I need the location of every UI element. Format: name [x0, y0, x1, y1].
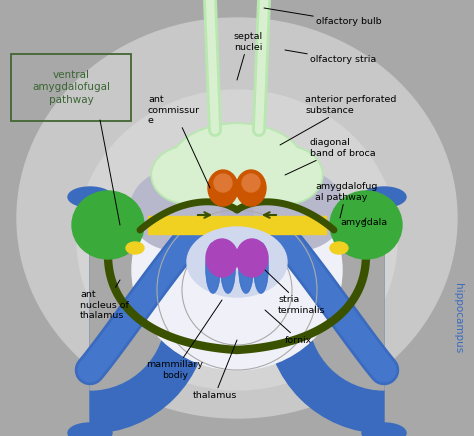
Text: ventral
amygdalofugal
pathway: ventral amygdalofugal pathway — [32, 70, 110, 105]
Ellipse shape — [221, 243, 235, 293]
Wedge shape — [309, 240, 384, 390]
Ellipse shape — [17, 18, 457, 418]
FancyArrow shape — [148, 216, 326, 234]
Ellipse shape — [330, 191, 402, 259]
Ellipse shape — [206, 243, 220, 293]
Ellipse shape — [206, 243, 220, 293]
Ellipse shape — [130, 170, 220, 250]
Ellipse shape — [362, 187, 406, 207]
Ellipse shape — [126, 242, 144, 254]
Text: stria
terminalis: stria terminalis — [265, 270, 326, 315]
Ellipse shape — [170, 123, 304, 207]
Ellipse shape — [153, 147, 223, 202]
Wedge shape — [266, 197, 384, 433]
Text: ant
commissur
e: ant commissur e — [148, 95, 210, 188]
Text: thalamus: thalamus — [193, 340, 237, 399]
Ellipse shape — [236, 239, 268, 277]
Text: mammillary
bodiy: mammillary bodiy — [146, 300, 222, 380]
Ellipse shape — [172, 125, 302, 205]
Ellipse shape — [362, 423, 406, 436]
Ellipse shape — [236, 170, 266, 206]
Wedge shape — [90, 240, 165, 390]
Ellipse shape — [242, 174, 260, 192]
Ellipse shape — [132, 170, 342, 370]
Ellipse shape — [251, 147, 321, 202]
Ellipse shape — [221, 243, 235, 293]
Wedge shape — [90, 197, 208, 433]
Text: septal
nuclei: septal nuclei — [233, 32, 263, 80]
Ellipse shape — [254, 243, 268, 293]
Ellipse shape — [149, 135, 325, 265]
Ellipse shape — [151, 146, 225, 204]
Ellipse shape — [254, 170, 344, 250]
Text: olfactory bulb: olfactory bulb — [264, 8, 382, 27]
Ellipse shape — [68, 187, 112, 207]
Ellipse shape — [187, 227, 287, 297]
Text: diagonal
band of broca: diagonal band of broca — [285, 138, 375, 175]
Ellipse shape — [239, 243, 253, 293]
Ellipse shape — [330, 242, 348, 254]
Ellipse shape — [214, 174, 232, 192]
Text: hippocampus: hippocampus — [453, 283, 463, 353]
Ellipse shape — [254, 243, 268, 293]
Ellipse shape — [249, 146, 323, 204]
Text: amygdalofug
al pathway: amygdalofug al pathway — [315, 182, 377, 218]
Text: olfactory stria: olfactory stria — [285, 50, 376, 65]
Ellipse shape — [239, 243, 253, 293]
Ellipse shape — [72, 191, 144, 259]
Text: anterior perforated
substance: anterior perforated substance — [280, 95, 396, 145]
Text: amygdala: amygdala — [340, 218, 387, 226]
Ellipse shape — [208, 170, 238, 206]
Ellipse shape — [206, 239, 238, 277]
Ellipse shape — [68, 423, 112, 436]
Text: ant
nucleus of
thalamus: ant nucleus of thalamus — [80, 280, 129, 320]
Text: fornix: fornix — [265, 310, 312, 344]
Ellipse shape — [77, 90, 397, 390]
